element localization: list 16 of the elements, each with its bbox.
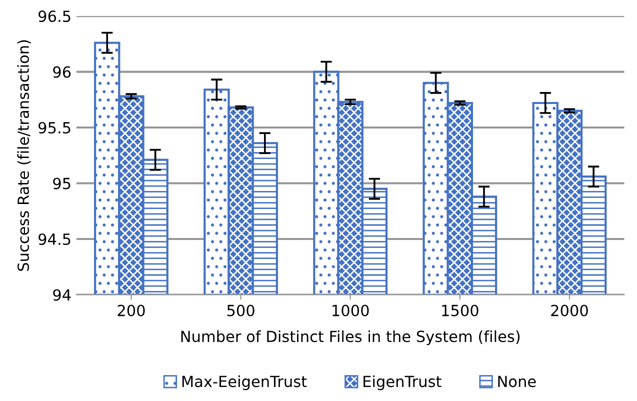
- x-tick-label: 200: [118, 304, 145, 316]
- x-tick-label: 1500: [442, 304, 478, 316]
- legend-label: Max-EeigenTrust: [182, 375, 307, 390]
- y-axis-title: Success Rate (file/transaction): [17, 40, 31, 271]
- y-tick-label: 95.5: [38, 122, 70, 134]
- x-tick-label: 2000: [551, 304, 588, 316]
- y-tick-label: 96: [53, 66, 71, 78]
- x-tick-label: 1000: [332, 304, 369, 316]
- y-tick-label: 96.5: [38, 10, 70, 22]
- y-tick-label: 95: [53, 178, 70, 190]
- y-tick-label: 94.5: [38, 233, 70, 246]
- y-tick-label: 94: [53, 289, 71, 301]
- x-axis-title: Number of Distinct Files in the System (files): [181, 330, 520, 346]
- legend-label: None: [498, 376, 536, 388]
- x-tick-label: 500: [227, 304, 254, 316]
- legend-label: EigenTrust: [364, 375, 442, 390]
